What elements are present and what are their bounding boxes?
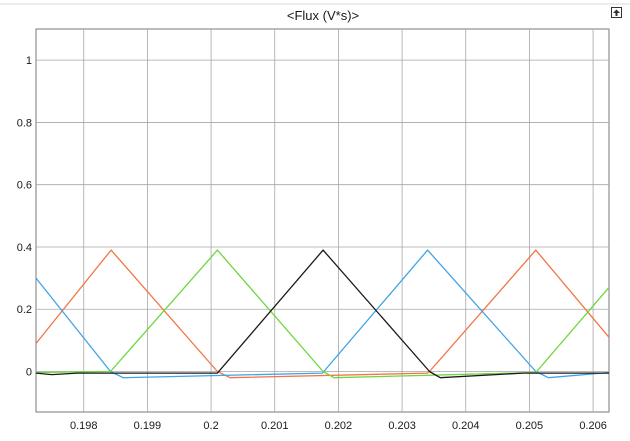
y-tick-label: 0.6: [17, 180, 32, 192]
y-tick-label: 0: [26, 367, 32, 379]
undock-button[interactable]: [611, 5, 622, 16]
y-tick-label: 0.2: [17, 304, 32, 316]
x-tick-label: 0.204: [452, 420, 480, 432]
x-tick-label: 0.203: [388, 420, 416, 432]
x-tick-label: 0.205: [516, 420, 544, 432]
y-tick-label: 0.4: [17, 242, 32, 254]
y-tick-label: 1: [26, 55, 32, 67]
x-tick-label: 0.201: [261, 420, 289, 432]
plot-title: <Flux (V*s)>: [287, 8, 359, 23]
y-tick-label: 0.8: [17, 117, 32, 129]
x-tick-label: 0.2: [203, 420, 218, 432]
plot-area: [36, 29, 609, 412]
x-tick-label: 0.202: [325, 420, 353, 432]
undock-icon: [611, 7, 622, 18]
x-tick-label: 0.206: [579, 420, 607, 432]
x-tick-label: 0.199: [134, 420, 162, 432]
x-tick-label: 0.198: [70, 420, 98, 432]
